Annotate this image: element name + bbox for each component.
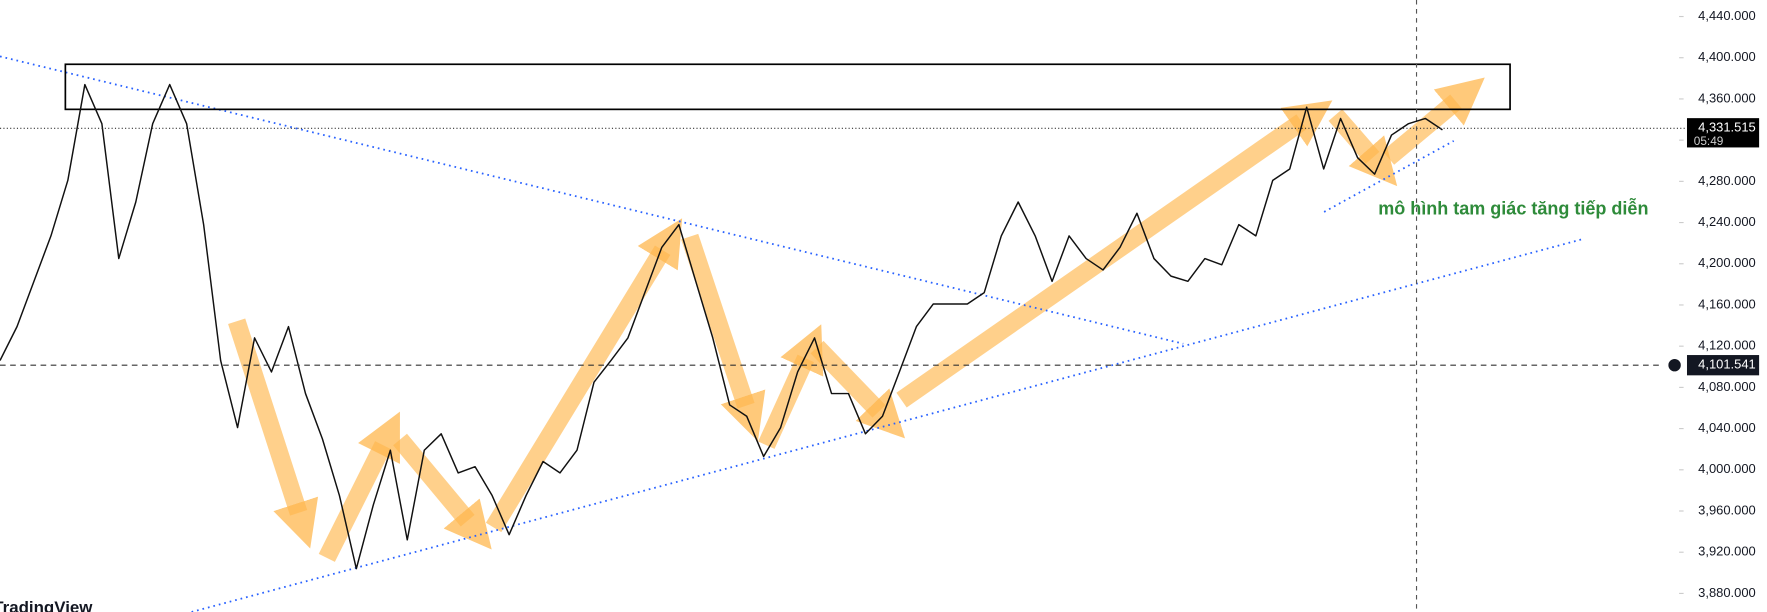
arrows (228, 77, 1485, 562)
add-button (1667, 357, 1682, 373)
y-tick-label: 3,960.000 (1698, 502, 1756, 517)
watermark: TradingView (0, 598, 93, 612)
trendline (0, 55, 1184, 345)
trendlines (0, 55, 1584, 612)
annotation: mô hình tam giác tăng tiếp diễn (1378, 197, 1648, 218)
last-price-label: 4,331.515 (1698, 120, 1756, 135)
trendline (1323, 140, 1455, 213)
y-tick-label: 4,160.000 (1698, 296, 1756, 311)
y-tick-label: 4,400.000 (1698, 49, 1756, 64)
y-tick-label: 3,920.000 (1698, 544, 1756, 559)
price-line (0, 83, 1443, 570)
resistance-box (64, 63, 1511, 111)
marked-price-box (1686, 355, 1760, 376)
y-tick-label: 4,280.000 (1698, 173, 1756, 188)
y-tick-label: 4,120.000 (1698, 338, 1756, 353)
marked-price-label: 4,101.541 (1698, 357, 1756, 372)
y-tick-label: 3,880.000 (1698, 585, 1756, 600)
y-tick-label: 4,000.000 (1698, 461, 1756, 476)
trendline (191, 238, 1584, 612)
y-tick-label: 4,080.000 (1698, 379, 1756, 394)
y-tick-label: 4,040.000 (1698, 420, 1756, 435)
y-tick-label: 4,200.000 (1698, 255, 1756, 270)
y-tick-label: 4,240.000 (1698, 214, 1756, 229)
countdown: 05:49 (1694, 134, 1724, 148)
y-tick-label: 4,360.000 (1698, 90, 1756, 105)
y-tick-label: 4,440.000 (1698, 8, 1756, 23)
last-price-box (1686, 118, 1760, 148)
